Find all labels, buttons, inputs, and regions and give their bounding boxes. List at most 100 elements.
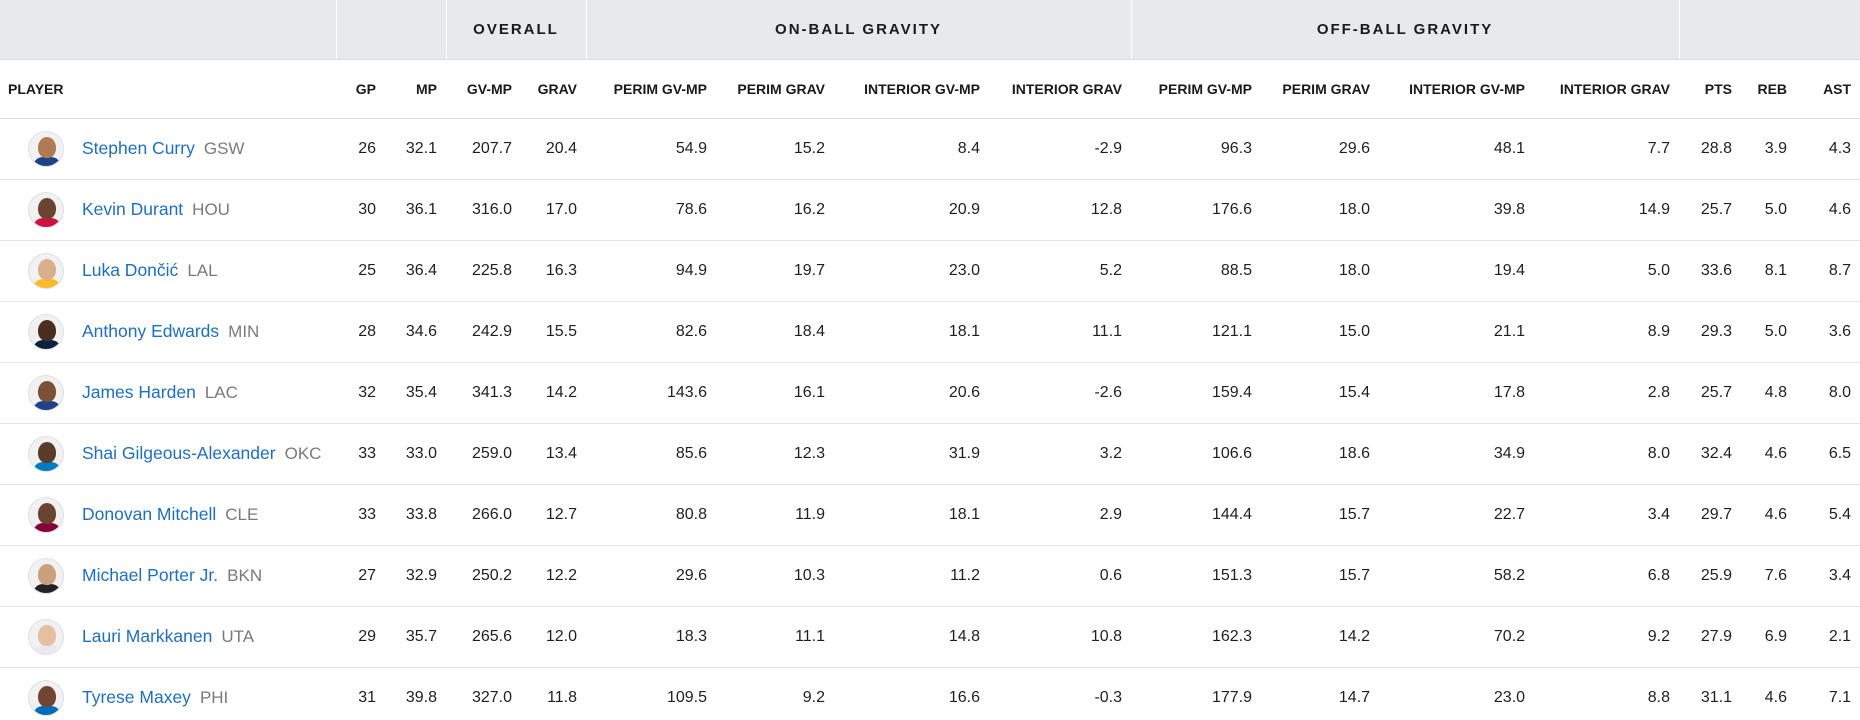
jersey-shape	[33, 705, 61, 715]
stat-cell-gp: 30	[336, 179, 385, 241]
column-header-grav[interactable]: GRAV	[521, 59, 587, 119]
column-header-gv-mp[interactable]: GV-MP	[446, 59, 521, 119]
stat-cell-on-perim-grav: 11.1	[716, 606, 835, 668]
stat-cell-gv-mp: 341.3	[446, 362, 521, 424]
stat-cell-off-interior-grav: 5.0	[1534, 240, 1680, 302]
player-name-link[interactable]: Michael Porter Jr.	[82, 565, 219, 585]
stat-cell-on-interior-grav: -0.3	[989, 667, 1132, 720]
stat-cell-reb: 4.6	[1741, 423, 1797, 485]
column-header-off-perim-gv-mp[interactable]: PERIM GV-MP	[1131, 59, 1262, 119]
stat-cell-pts: 33.6	[1679, 240, 1742, 302]
stat-cell-off-perim-grav: 18.6	[1261, 423, 1380, 485]
stat-cell-gv-mp: 265.6	[446, 606, 521, 668]
stat-cell-ast: 7.1	[1796, 667, 1860, 720]
jersey-shape	[33, 217, 61, 227]
stat-cell-off-perim-grav: 18.0	[1261, 240, 1380, 302]
stat-cell-mp: 35.4	[385, 362, 446, 424]
column-header-player[interactable]: PLAYER	[0, 59, 336, 119]
stat-cell-off-interior-gv-mp: 58.2	[1379, 545, 1535, 607]
stat-cell-gp: 33	[336, 423, 385, 485]
player-cell: Luka Dončić LAL	[0, 240, 336, 302]
stat-cell-on-perim-grav: 19.7	[716, 240, 835, 302]
stat-cell-off-perim-gv-mp: 144.4	[1131, 484, 1262, 546]
stat-cell-gv-mp: 207.7	[446, 118, 521, 180]
player-name-link[interactable]: Shai Gilgeous-Alexander	[82, 443, 276, 463]
player-name-link[interactable]: Kevin Durant	[82, 199, 184, 219]
player-name-link[interactable]: Lauri Markkanen	[82, 626, 213, 646]
stat-cell-grav: 13.4	[521, 423, 587, 485]
player-name-link[interactable]: Tyrese Maxey	[82, 687, 191, 707]
player-wrap: Luka Dončić LAL	[28, 241, 336, 301]
stat-cell-mp: 39.8	[385, 667, 446, 720]
player-cell: James Harden LAC	[0, 362, 336, 424]
face-shape	[38, 563, 56, 585]
stat-cell-off-perim-grav: 15.0	[1261, 301, 1380, 363]
stat-cell-on-perim-gv-mp: 78.6	[586, 179, 717, 241]
stat-cell-reb: 4.6	[1741, 484, 1797, 546]
column-header-reb[interactable]: REB	[1741, 59, 1797, 119]
stat-cell-off-interior-grav: 7.7	[1534, 118, 1680, 180]
player-headshot-icon	[28, 435, 64, 472]
player-name-link[interactable]: Anthony Edwards	[82, 321, 220, 341]
player-name-link[interactable]: James Harden	[82, 382, 196, 402]
column-header-off-interior-grav[interactable]: INTERIOR GRAV	[1534, 59, 1680, 119]
stat-cell-gp: 27	[336, 545, 385, 607]
stat-cell-on-perim-gv-mp: 94.9	[586, 240, 717, 302]
player-name-link[interactable]: Luka Dončić	[82, 260, 179, 280]
stat-cell-on-perim-gv-mp: 85.6	[586, 423, 717, 485]
stat-cell-pts: 25.7	[1679, 362, 1742, 424]
stat-cell-off-interior-grav: 2.8	[1534, 362, 1680, 424]
team-abbreviation: UTA	[221, 626, 255, 646]
player-name-link[interactable]: Donovan Mitchell	[82, 504, 217, 524]
stat-cell-off-interior-gv-mp: 19.4	[1379, 240, 1535, 302]
stat-cell-pts: 29.7	[1679, 484, 1742, 546]
player-name-link[interactable]: Stephen Curry	[82, 138, 195, 158]
jersey-shape	[33, 461, 61, 471]
stat-cell-reb: 5.0	[1741, 301, 1797, 363]
stat-cell-ast: 3.4	[1796, 545, 1860, 607]
table-row: Kevin Durant HOU 30 36.1 316.0 17.0 78.6 16.2 20…	[0, 179, 1860, 241]
face-shape	[38, 197, 56, 219]
team-abbreviation: PHI	[199, 687, 229, 707]
jersey-shape	[33, 522, 61, 532]
player-wrap: Donovan Mitchell CLE	[28, 485, 336, 545]
stat-cell-on-interior-grav: 12.8	[989, 179, 1132, 241]
face-shape	[38, 624, 56, 646]
stat-cell-grav: 12.7	[521, 484, 587, 546]
stat-cell-on-perim-grav: 10.3	[716, 545, 835, 607]
team-abbreviation: OKC	[284, 443, 322, 463]
stat-cell-on-interior-grav: 11.1	[989, 301, 1132, 363]
face-shape	[38, 685, 56, 707]
stat-cell-off-perim-gv-mp: 106.6	[1131, 423, 1262, 485]
player-cell: Stephen Curry GSW	[0, 118, 336, 180]
player-cell: Lauri Markkanen UTA	[0, 606, 336, 668]
column-header-on-perim-gv-mp[interactable]: PERIM GV-MP	[586, 59, 717, 119]
column-header-gp[interactable]: GP	[336, 59, 385, 119]
player-cell: Anthony Edwards MIN	[0, 301, 336, 363]
group-on-ball-gravity: ON-BALL GRAVITY	[585, 0, 1132, 60]
stat-cell-off-perim-gv-mp: 121.1	[1131, 301, 1262, 363]
table-row: Lauri Markkanen UTA 29 35.7 265.6 12.0 18.3 11.…	[0, 606, 1860, 668]
stat-cell-on-interior-grav: 10.8	[989, 606, 1132, 668]
stat-cell-ast: 4.3	[1796, 118, 1860, 180]
column-header-pts[interactable]: PTS	[1679, 59, 1742, 119]
stat-cell-on-perim-gv-mp: 54.9	[586, 118, 717, 180]
stat-cell-on-interior-grav: -2.6	[989, 362, 1132, 424]
column-header-on-perim-grav[interactable]: PERIM GRAV	[716, 59, 835, 119]
stat-cell-on-interior-grav: 2.9	[989, 484, 1132, 546]
player-headshot-icon	[28, 374, 64, 411]
stat-cell-mp: 36.1	[385, 179, 446, 241]
stat-cell-off-perim-gv-mp: 96.3	[1131, 118, 1262, 180]
column-header-ast[interactable]: AST	[1796, 59, 1860, 119]
column-header-on-interior-grav[interactable]: INTERIOR GRAV	[989, 59, 1132, 119]
stat-cell-ast: 6.5	[1796, 423, 1860, 485]
stat-cell-grav: 16.3	[521, 240, 587, 302]
stat-cell-off-interior-gv-mp: 70.2	[1379, 606, 1535, 668]
column-header-mp[interactable]: MP	[385, 59, 446, 119]
player-headshot-icon	[28, 557, 64, 594]
column-header-on-interior-gv-mp[interactable]: INTERIOR GV-MP	[834, 59, 990, 119]
team-abbreviation: CLE	[225, 504, 259, 524]
column-header-off-perim-grav[interactable]: PERIM GRAV	[1261, 59, 1380, 119]
column-header-off-interior-gv-mp[interactable]: INTERIOR GV-MP	[1379, 59, 1535, 119]
stat-cell-on-perim-gv-mp: 109.5	[586, 667, 717, 720]
